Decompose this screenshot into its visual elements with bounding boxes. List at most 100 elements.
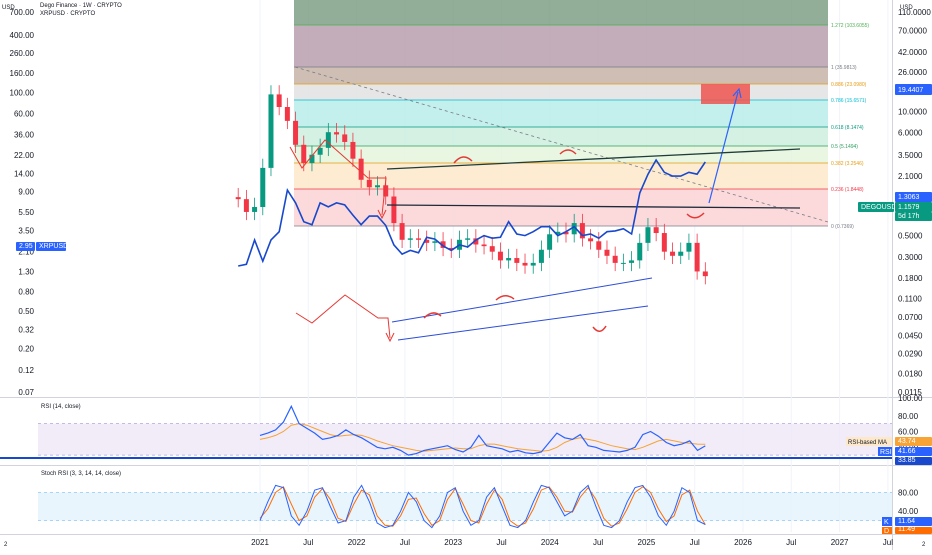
dego-candle (407, 238, 413, 240)
corner-right: 2 (922, 542, 926, 548)
dego-candle (334, 132, 340, 135)
price-tag-target: 19.4407 (898, 87, 923, 94)
projection-arrow (708, 91, 739, 204)
dego-candle (678, 251, 684, 256)
left-axis-tick: 36.00 (14, 130, 35, 139)
dego-candle (481, 244, 487, 247)
xrp-swing-arc (495, 295, 515, 301)
stoch-k-value-bg (895, 517, 932, 526)
dego-candle (375, 185, 381, 188)
dego-candle (309, 154, 315, 164)
right-axis-tick: 10.0000 (898, 107, 927, 116)
left-axis-tick: 5.50 (18, 208, 34, 217)
time-axis-tick: 2026 (734, 538, 752, 547)
xrp-channel-lower (397, 305, 649, 341)
rsi-ma-value-bg (895, 437, 932, 446)
price-tag-dego: 1.1579 (898, 204, 920, 211)
left-axis-tick: 60.00 (14, 109, 35, 118)
right-axis-tick: 0.5000 (898, 232, 923, 241)
stoch-title: Stoch RSI (3, 3, 14, 14, close) (41, 471, 121, 477)
dego-candle (350, 141, 356, 159)
fib-level-label: 0.786 (15.6571) (831, 98, 867, 104)
dego-candle (448, 247, 454, 250)
price-tag-dego-bg (895, 202, 932, 212)
time-axis-tick: 2022 (348, 538, 366, 547)
right-axis-tick: 0.0180 (898, 369, 923, 378)
dego-candle (252, 207, 258, 212)
dego-candle (358, 158, 364, 180)
dego-candle (653, 227, 659, 234)
stoch-axis-tick: 80.00 (898, 488, 919, 497)
price-tag-xrp-name: XRPUSD (39, 243, 68, 250)
stoch-k-line (259, 484, 706, 529)
dego-candle (629, 260, 635, 263)
dego-candle (514, 258, 520, 263)
rsi-label: RSI (880, 449, 892, 456)
xrp-channel-upper (391, 277, 653, 323)
dego-candle (579, 223, 585, 239)
dego-candle (596, 241, 602, 250)
dego-candle (399, 223, 405, 240)
stoch-band (38, 492, 892, 521)
stoch-axis-tick: 40.00 (898, 507, 919, 516)
time-axis-tick: Jul (786, 538, 796, 547)
dego-candle (571, 223, 577, 235)
dego-candle (415, 238, 421, 240)
time-axis-tick: Jul (593, 538, 603, 547)
dego-candle (276, 94, 282, 107)
left-axis-tick: 9.00 (18, 188, 34, 197)
time-axis-tick: Jul (303, 538, 313, 547)
rsi-axis-tick: 60.00 (898, 428, 919, 437)
price-tag-countdown-bg (895, 212, 932, 221)
time-axis-tick: Jul (496, 538, 506, 547)
dego-candle (293, 120, 299, 145)
right-axis-tick: 42.0000 (898, 48, 927, 57)
dego-candle (522, 262, 528, 266)
right-axis-tick: 0.0115 (898, 388, 922, 397)
left-axis-tick: 0.50 (18, 307, 34, 316)
fib-band (294, 67, 828, 84)
dego-candle (366, 179, 372, 188)
dego-candle (588, 238, 594, 242)
dego-candle (317, 147, 323, 155)
rsi-line (259, 404, 706, 456)
stoch-d-line (259, 486, 706, 527)
right-axis-tick: 0.0290 (898, 350, 923, 359)
dego-candle (555, 231, 561, 235)
target-zone (701, 84, 750, 104)
stoch-k-label-bg (882, 517, 892, 526)
dego-candle (604, 249, 610, 256)
dego-candle (637, 242, 643, 261)
left-axis-tick: 3.50 (18, 227, 34, 236)
right-axis-tick: 0.0700 (898, 313, 923, 322)
stoch-d-value: 11.49 (898, 526, 915, 533)
dego-candle (243, 199, 249, 212)
time-axis-tick: 2021 (251, 538, 269, 547)
dego-candle (235, 197, 241, 200)
dego-candle (342, 134, 348, 142)
time-axis-tick: 2025 (638, 538, 656, 547)
dego-candle (563, 231, 569, 235)
price-tag-upper: 1.3063 (898, 194, 920, 201)
resistance-line (386, 148, 801, 170)
rsi-title: RSI (14, close) (41, 404, 81, 410)
dego-candle (383, 185, 389, 197)
price-tag-dego-name-bg (858, 202, 894, 212)
left-axis-unit: USD (2, 5, 15, 11)
dego-candle (506, 258, 512, 261)
fib-band (294, 146, 828, 163)
fib-level-label: 0.618 (8.1474) (831, 125, 864, 131)
swing-arc (686, 212, 705, 219)
time-axis-tick: 2027 (831, 538, 849, 547)
rsi-low-value: 33.85 (898, 457, 916, 464)
rsi-ma-label: RSI-based MA (848, 440, 887, 446)
price-tag-target-bg (895, 84, 932, 95)
dego-candle (268, 94, 274, 168)
zigzag-arrowhead (377, 209, 387, 220)
left-axis-tick: 0.32 (18, 325, 34, 334)
dego-candle (424, 239, 430, 243)
dashed-trendline (294, 66, 829, 223)
price-tag-xrp-bg (16, 242, 35, 251)
